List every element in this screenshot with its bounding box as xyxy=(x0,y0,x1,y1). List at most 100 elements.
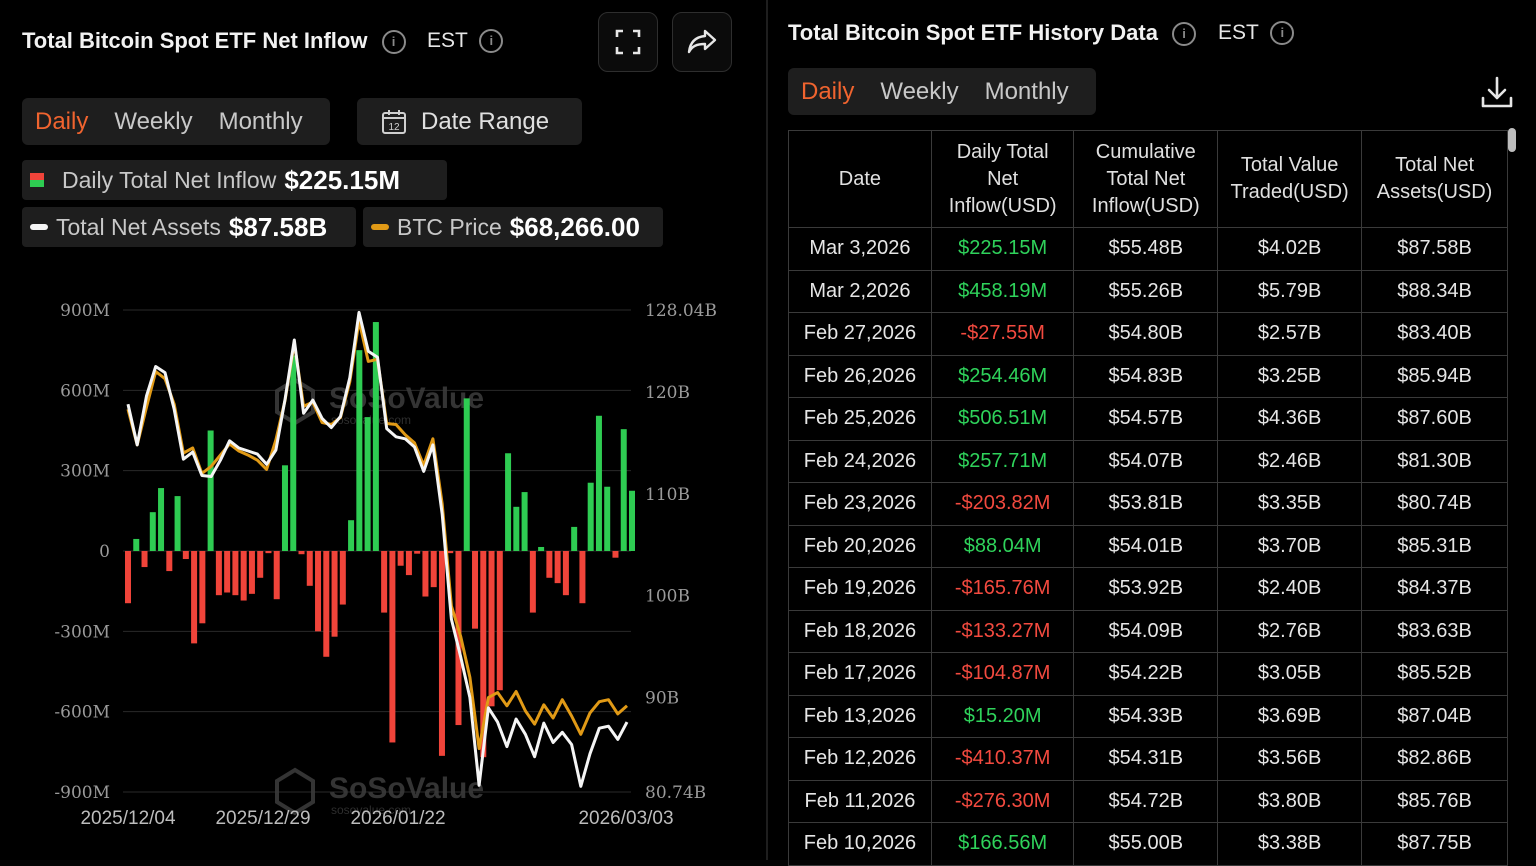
y-axis-left-tick: 300M xyxy=(60,462,110,482)
inflow-bar xyxy=(422,551,429,597)
value-cell: $55.26B xyxy=(1073,269,1219,313)
value-cell: $54.57B xyxy=(1073,397,1219,441)
y-axis-left-tick: -900M xyxy=(54,783,110,803)
table-row[interactable]: Feb 23,2026 -$203.82M $53.81B $3.35B $80.74B xyxy=(788,482,1508,526)
table-row[interactable]: Feb 19,2026 -$165.76M $53.92B $2.40B $84.37B xyxy=(788,567,1508,611)
value-cell: $88.34B xyxy=(1361,269,1508,313)
date-cell: Feb 10,2026 xyxy=(788,822,932,866)
timezone-info-icon[interactable]: i xyxy=(479,29,504,54)
tab-daily[interactable]: Daily xyxy=(35,107,89,135)
table-scrollbar[interactable] xyxy=(1508,128,1516,152)
history-tab-weekly[interactable]: Weekly xyxy=(880,77,959,105)
date-cell: Feb 13,2026 xyxy=(788,694,932,738)
column-header-line: Cumulative xyxy=(1095,140,1196,163)
history-info-icon[interactable]: i xyxy=(1172,22,1197,47)
legend-daily-inflow[interactable]: Daily Total Net Inflow $225.15M xyxy=(22,160,447,200)
history-tab-monthly[interactable]: Monthly xyxy=(984,77,1069,105)
inflow-bar xyxy=(496,551,503,691)
table-row[interactable]: Feb 17,2026 -$104.87M $54.22B $3.05B $85.52B xyxy=(788,652,1508,696)
value-cell: $85.94B xyxy=(1361,354,1508,398)
inflow-bar xyxy=(125,551,131,604)
value-cell: $54.09B xyxy=(1073,609,1219,653)
value-cell: $3.38B xyxy=(1217,822,1363,866)
value-cell: $85.31B xyxy=(1361,524,1508,568)
history-timezone-info-icon[interactable]: i xyxy=(1270,21,1295,46)
inflow-bar xyxy=(604,486,611,551)
value-cell: $54.07B xyxy=(1073,439,1219,483)
value-cell: $55.48B xyxy=(1073,227,1219,271)
history-tab-daily[interactable]: Daily xyxy=(801,77,855,105)
table-row[interactable]: Feb 18,2026 -$133.27M $54.09B $2.76B $83.63B xyxy=(788,609,1508,653)
date-cell: Feb 12,2026 xyxy=(788,737,932,781)
timezone-text: EST xyxy=(427,29,468,52)
column-header-line: Total Net xyxy=(1395,154,1475,176)
watermark-logo-icon xyxy=(275,767,315,816)
inflow-bar xyxy=(224,551,231,593)
value-cell: $85.76B xyxy=(1361,779,1508,823)
date-cell: Feb 11,2026 xyxy=(788,779,932,823)
panel-divider xyxy=(766,0,768,860)
y-axis-right-tick: 90B xyxy=(645,689,679,709)
chart-title: Total Bitcoin Spot ETF Net Inflow i xyxy=(22,28,406,55)
inflow-chart-panel: Total Bitcoin Spot ETF Net Inflow i EST … xyxy=(0,0,766,860)
history-timezone-text: EST xyxy=(1218,21,1259,44)
value-cell: $85.52B xyxy=(1361,652,1508,696)
table-row[interactable]: Feb 24,2026 $257.71M $54.07B $2.46B $81.30B xyxy=(788,439,1508,483)
table-row[interactable]: Mar 3,2026 $225.15M $55.48B $4.02B $87.58B xyxy=(788,227,1508,271)
value-cell: $54.22B xyxy=(1073,652,1219,696)
info-icon[interactable]: i xyxy=(381,30,406,55)
legend-btc-label: BTC Price xyxy=(397,213,502,240)
table-row[interactable]: Feb 27,2026 -$27.55M $54.80B $2.57B $83.40B xyxy=(788,312,1508,356)
value-cell: $87.60B xyxy=(1361,397,1508,441)
legend-total-net-assets[interactable]: Total Net Assets $87.58B xyxy=(22,207,356,247)
value-cell: $53.81B xyxy=(1073,482,1219,526)
table-row[interactable]: Feb 10,2026 $166.56M $55.00B $3.38B $87.75B xyxy=(788,822,1508,866)
share-button[interactable] xyxy=(672,12,732,72)
table-row[interactable]: Feb 25,2026 $506.51M $54.57B $4.36B $87.60B xyxy=(788,397,1508,441)
x-axis-tick: 2026/03/03 xyxy=(578,808,673,829)
inflow-bar xyxy=(232,551,239,596)
inflow-bar xyxy=(529,551,536,613)
history-timezone: EST i xyxy=(1218,21,1295,46)
column-header: Daily Total Net Inflow(USD) xyxy=(930,130,1075,228)
inflow-bar xyxy=(166,551,173,572)
inflow-bar xyxy=(620,429,627,551)
tab-weekly[interactable]: Weekly xyxy=(114,107,193,135)
y-axis-right-tick: 80.74B xyxy=(645,783,706,803)
inflow-bar xyxy=(323,551,330,657)
table-row[interactable]: Feb 26,2026 $254.46M $54.83B $3.25B $85.94B xyxy=(788,354,1508,398)
legend-btc-price[interactable]: BTC Price $68,266.00 xyxy=(363,207,663,247)
inflow-bar xyxy=(521,492,528,551)
value-cell: $2.46B xyxy=(1217,439,1363,483)
table-row[interactable]: Feb 12,2026 -$410.37M $54.31B $3.56B $82.86B xyxy=(788,737,1508,781)
net-inflow-cell: $458.19M xyxy=(930,269,1075,313)
table-row[interactable]: Feb 20,2026 $88.04M $54.01B $3.70B $85.31B xyxy=(788,524,1508,568)
column-header-line: Inflow(USD) xyxy=(1091,194,1200,217)
inflow-bar xyxy=(133,538,140,551)
inflow-bar xyxy=(455,551,462,726)
value-cell: $54.83B xyxy=(1073,354,1219,398)
value-cell: $4.36B xyxy=(1217,397,1363,441)
date-range-button[interactable]: 12 Date Range xyxy=(357,98,582,145)
value-cell: $82.86B xyxy=(1361,737,1508,781)
column-header: Total Value Traded(USD) xyxy=(1217,130,1363,228)
table-row[interactable]: Feb 11,2026 -$276.30M $54.72B $3.80B $85.76B xyxy=(788,779,1508,823)
tab-monthly[interactable]: Monthly xyxy=(218,107,303,135)
value-cell: $83.40B xyxy=(1361,312,1508,356)
value-cell: $5.79B xyxy=(1217,269,1363,313)
inflow-bar xyxy=(339,551,346,605)
inflow-bar xyxy=(505,453,512,551)
fullscreen-button[interactable] xyxy=(598,12,658,72)
y-axis-left-tick: -600M xyxy=(54,703,110,723)
date-cell: Feb 20,2026 xyxy=(788,524,932,568)
table-row[interactable]: Feb 13,2026 $15.20M $54.33B $3.69B $87.04B xyxy=(788,694,1508,738)
download-button[interactable] xyxy=(1478,74,1516,112)
inflow-bar xyxy=(248,551,255,594)
date-cell: Feb 23,2026 xyxy=(788,482,932,526)
value-cell: $87.58B xyxy=(1361,227,1508,271)
value-cell: $3.69B xyxy=(1217,694,1363,738)
net-inflow-cell: $166.56M xyxy=(930,822,1075,866)
table-row[interactable]: Mar 2,2026 $458.19M $55.26B $5.79B $88.34B xyxy=(788,269,1508,313)
